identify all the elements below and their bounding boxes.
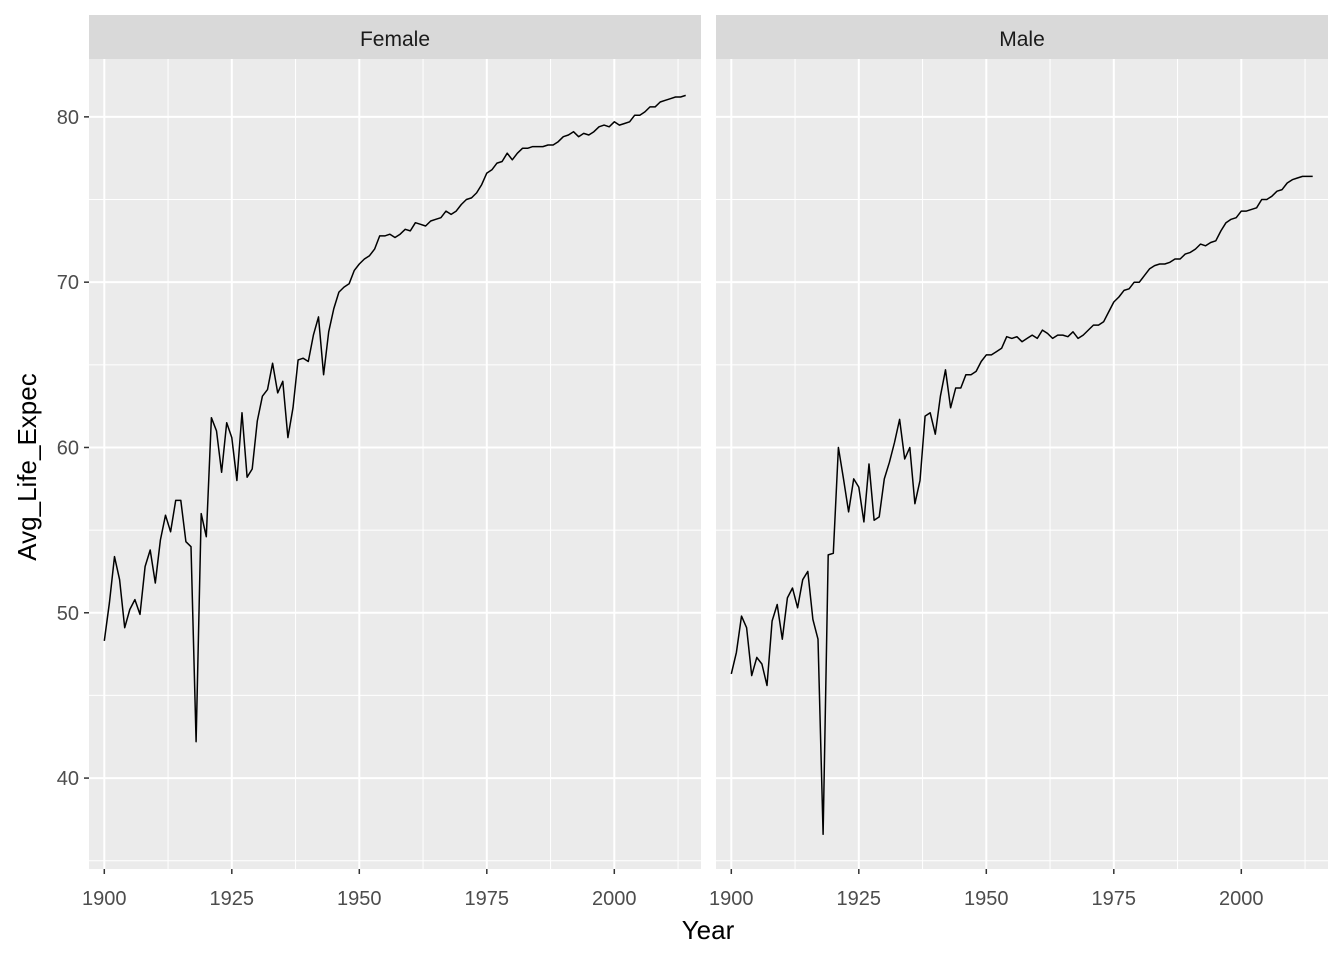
x-tick-label: 1925 [837,888,882,910]
series-line-male [730,175,1313,836]
x-tick-label: 1975 [1092,888,1137,910]
series-line-female [103,94,686,743]
x-tick-label: 2000 [1219,888,1264,910]
facet-panel-male: Male [716,15,1328,869]
facet-panels: Female Male [89,15,1328,869]
panel-background [89,59,701,869]
facet-strip [89,15,701,59]
gridlines [716,59,1328,869]
x-axis-title: Year [682,915,735,945]
y-tick-label: 70 [57,272,79,294]
x-axis-ticks: 1900 1925 1950 1975 2000 1900 1925 1950 1975 2000 [82,869,1264,910]
facet-strip-label: Female [360,28,430,51]
y-tick-label: 50 [57,603,79,625]
facet-panel-female: Female [89,15,701,869]
x-tick-label: 1950 [337,888,382,910]
x-tick-label: 1900 [82,888,127,910]
gridlines [89,59,701,869]
x-tick-label: 1925 [210,888,255,910]
facet-strip-label: Male [999,28,1045,51]
y-tick-label: 40 [57,768,79,790]
x-tick-label: 1950 [964,888,1009,910]
y-axis-title: Avg_Life_Expec [12,373,42,560]
x-tick-label: 1975 [465,888,510,910]
y-tick-label: 60 [57,437,79,459]
panel-background [716,59,1328,869]
y-tick-label: 80 [57,107,79,129]
x-tick-label: 2000 [592,888,637,910]
y-axis-ticks: 40 50 60 70 80 [57,107,89,790]
facet-strip [716,15,1328,59]
x-tick-label: 1900 [709,888,754,910]
